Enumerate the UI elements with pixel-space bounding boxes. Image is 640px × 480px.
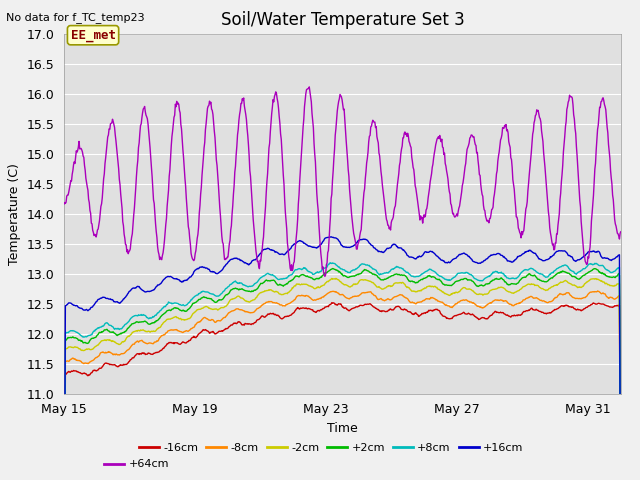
- Text: EE_met: EE_met: [70, 29, 116, 42]
- Text: No data for f_TC_temp23: No data for f_TC_temp23: [6, 12, 145, 23]
- Y-axis label: Temperature (C): Temperature (C): [8, 163, 21, 264]
- X-axis label: Time: Time: [327, 422, 358, 435]
- Title: Soil/Water Temperature Set 3: Soil/Water Temperature Set 3: [221, 11, 464, 29]
- Legend: +64cm: +64cm: [99, 455, 173, 474]
